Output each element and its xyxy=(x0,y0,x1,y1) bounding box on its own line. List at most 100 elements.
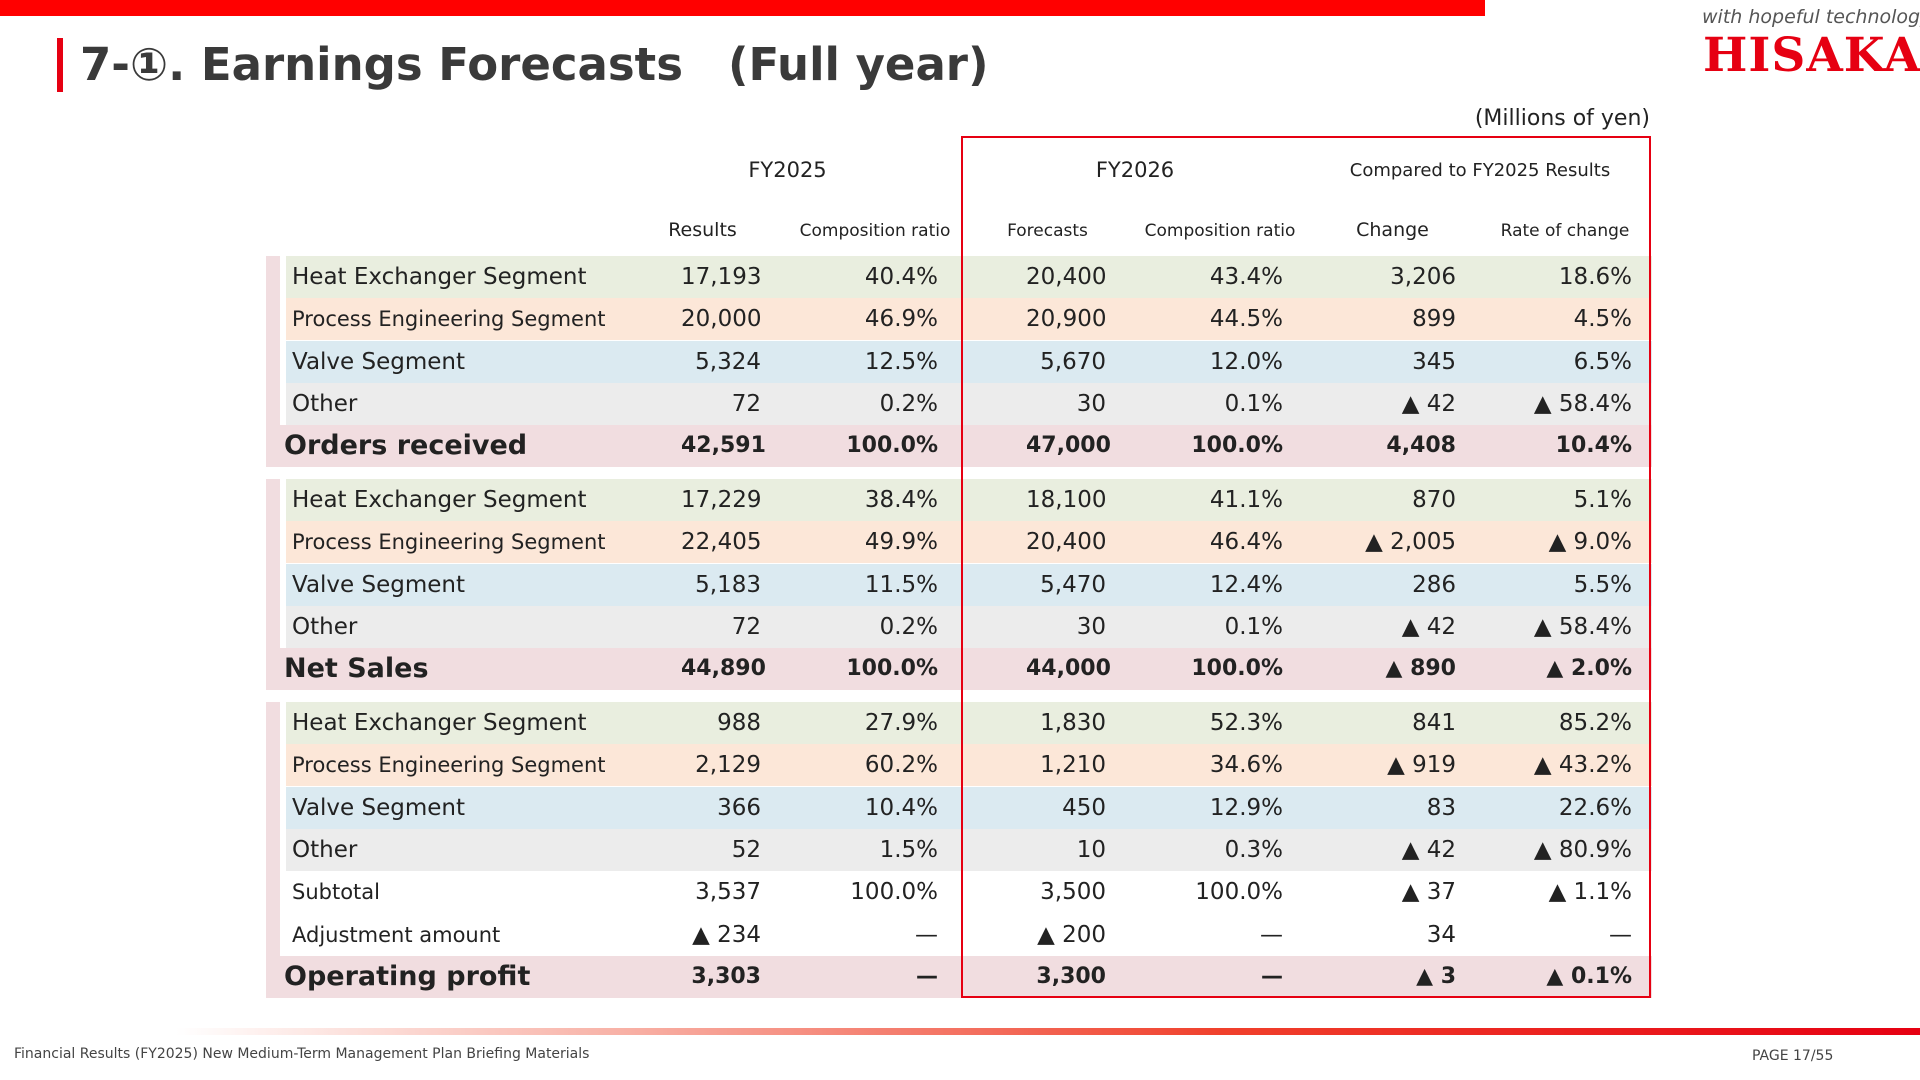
row-label: Orders received xyxy=(284,430,528,462)
row-label: Heat Exchanger Segment xyxy=(292,710,587,736)
cell-ratio25: 100.0% xyxy=(850,879,938,906)
cell-results: ▲ 234 xyxy=(692,921,761,948)
cell-ratio25: 0.2% xyxy=(879,390,938,417)
cell-results: 22,405 xyxy=(681,529,762,556)
cell-forecast: 450 xyxy=(1062,794,1106,821)
header-change: Change xyxy=(1356,219,1429,241)
cell-forecast: 20,400 xyxy=(1026,264,1107,290)
fy2026-highlight-frame xyxy=(961,136,1651,998)
row-label: Subtotal xyxy=(292,880,380,905)
sales-total-row: Net Sales 44,890 100.0% 44,000 100.0% ▲ 890 ▲ … xyxy=(266,648,1652,691)
cell-forecast: 5,470 xyxy=(1040,571,1106,598)
page-title: 7-①. Earnings Forecasts (Full year) xyxy=(80,38,989,91)
cell-change: 83 xyxy=(1426,794,1456,821)
cell-change: 899 xyxy=(1412,306,1456,333)
cell-forecast: 5,670 xyxy=(1040,348,1106,375)
table-row: Valve Segment 5,324 12.5% 5,670 12.0% 345 6.5% xyxy=(286,340,1652,383)
table-row: Valve Segment 366 10.4% 450 12.9% 83 22.6% xyxy=(286,786,1652,829)
header-results: Results xyxy=(668,219,737,241)
orders-total-row: Orders received 42,591 100.0% 47,000 100.0% 4… xyxy=(266,425,1652,468)
row-label: Net Sales xyxy=(284,653,429,685)
cell-ratio26: 41.1% xyxy=(1209,487,1283,513)
cell-ratio26: — xyxy=(1261,963,1283,989)
cell-rate: ▲ 2.0% xyxy=(1546,656,1632,682)
cell-rate: 6.5% xyxy=(1573,348,1632,375)
cell-rate: 18.6% xyxy=(1558,264,1632,290)
cell-forecast: 47,000 xyxy=(1026,433,1111,459)
cell-ratio25: 46.9% xyxy=(864,306,938,333)
cell-rate: — xyxy=(1609,921,1632,948)
cell-ratio25: 11.5% xyxy=(864,571,938,598)
cell-results: 366 xyxy=(717,794,761,821)
cell-forecast: 1,830 xyxy=(1040,710,1106,736)
cell-ratio25: 49.9% xyxy=(864,529,938,556)
cell-change: 345 xyxy=(1412,348,1456,375)
row-label: Process Engineering Segment xyxy=(292,753,606,778)
cell-forecast: 18,100 xyxy=(1026,487,1107,513)
cell-results: 2,129 xyxy=(695,752,761,779)
cell-ratio26: 100.0% xyxy=(1191,656,1283,682)
cell-ratio25: 100.0% xyxy=(846,433,938,459)
cell-results: 42,591 xyxy=(681,433,766,459)
cell-rate: 85.2% xyxy=(1558,710,1632,736)
table-row: Subtotal 3,537 100.0% 3,500 100.0% ▲ 37 ▲ 1.1% xyxy=(286,871,1652,914)
cell-forecast: 3,300 xyxy=(1036,963,1106,989)
cell-results: 988 xyxy=(717,710,761,736)
header-fy2025: FY2025 xyxy=(748,158,827,182)
cell-change: ▲ 37 xyxy=(1401,879,1456,906)
table-row: Process Engineering Segment 22,405 49.9% 20… xyxy=(286,521,1652,564)
cell-ratio25: 1.5% xyxy=(879,836,938,863)
cell-rate: ▲ 43.2% xyxy=(1533,752,1632,779)
cell-rate: 10.4% xyxy=(1555,433,1632,459)
cell-ratio25: 40.4% xyxy=(864,264,938,290)
cell-rate: ▲ 0.1% xyxy=(1546,963,1632,989)
cell-change: 870 xyxy=(1412,487,1456,513)
cell-results: 20,000 xyxy=(681,306,762,333)
cell-ratio26: 34.6% xyxy=(1209,752,1283,779)
cell-forecast: 30 xyxy=(1076,613,1106,640)
cell-ratio26: 0.3% xyxy=(1224,836,1283,863)
cell-rate: ▲ 1.1% xyxy=(1548,879,1632,906)
top-accent-bar xyxy=(0,0,1485,16)
row-label: Operating profit xyxy=(284,960,531,992)
cell-ratio25: 10.4% xyxy=(864,794,938,821)
row-label: Other xyxy=(292,390,358,417)
row-label: Heat Exchanger Segment xyxy=(292,487,587,513)
header-fy2026: FY2026 xyxy=(1095,158,1175,182)
cell-ratio26: 44.5% xyxy=(1209,306,1283,333)
table-row: Valve Segment 5,183 11.5% 5,470 12.4% 286 5.5% xyxy=(286,563,1652,606)
cell-results: 17,229 xyxy=(681,487,762,513)
cell-results: 5,183 xyxy=(695,571,761,598)
row-label: Heat Exchanger Segment xyxy=(292,264,587,290)
row-label: Other xyxy=(292,836,358,863)
cell-change: ▲ 890 xyxy=(1385,656,1456,682)
cell-results: 72 xyxy=(731,613,761,640)
cell-ratio25: — xyxy=(916,963,938,989)
table-row: Other 52 1.5% 10 0.3% ▲ 42 ▲ 80.9% xyxy=(286,828,1652,871)
page-number: PAGE 17/55 xyxy=(1752,1048,1834,1064)
cell-rate: ▲ 58.4% xyxy=(1533,390,1632,417)
cell-ratio26: 12.4% xyxy=(1209,571,1283,598)
cell-ratio25: — xyxy=(915,921,938,948)
cell-ratio25: 60.2% xyxy=(864,752,938,779)
cell-change: 286 xyxy=(1412,571,1456,598)
cell-ratio25: 0.2% xyxy=(879,613,938,640)
cell-ratio25: 38.4% xyxy=(864,487,938,513)
cell-change: 841 xyxy=(1412,710,1456,736)
cell-results: 17,193 xyxy=(681,264,762,290)
cell-forecast: 20,400 xyxy=(1026,529,1107,556)
cell-change: ▲ 3 xyxy=(1416,963,1456,989)
cell-ratio26: 43.4% xyxy=(1209,264,1283,290)
cell-change: ▲ 42 xyxy=(1401,836,1456,863)
cell-forecast: ▲ 200 xyxy=(1037,921,1106,948)
cell-change: 34 xyxy=(1426,921,1456,948)
header-rate-of-change: Rate of change xyxy=(1500,221,1630,241)
cell-results: 3,537 xyxy=(695,879,761,906)
cell-forecast: 10 xyxy=(1076,836,1106,863)
cell-results: 5,324 xyxy=(695,348,761,375)
cell-ratio26: 12.9% xyxy=(1209,794,1283,821)
header-composition-ratio-fy2026: Composition ratio xyxy=(1144,221,1296,241)
cell-results: 72 xyxy=(731,390,761,417)
cell-ratio26: 100.0% xyxy=(1195,879,1283,906)
cell-ratio26: — xyxy=(1260,921,1283,948)
